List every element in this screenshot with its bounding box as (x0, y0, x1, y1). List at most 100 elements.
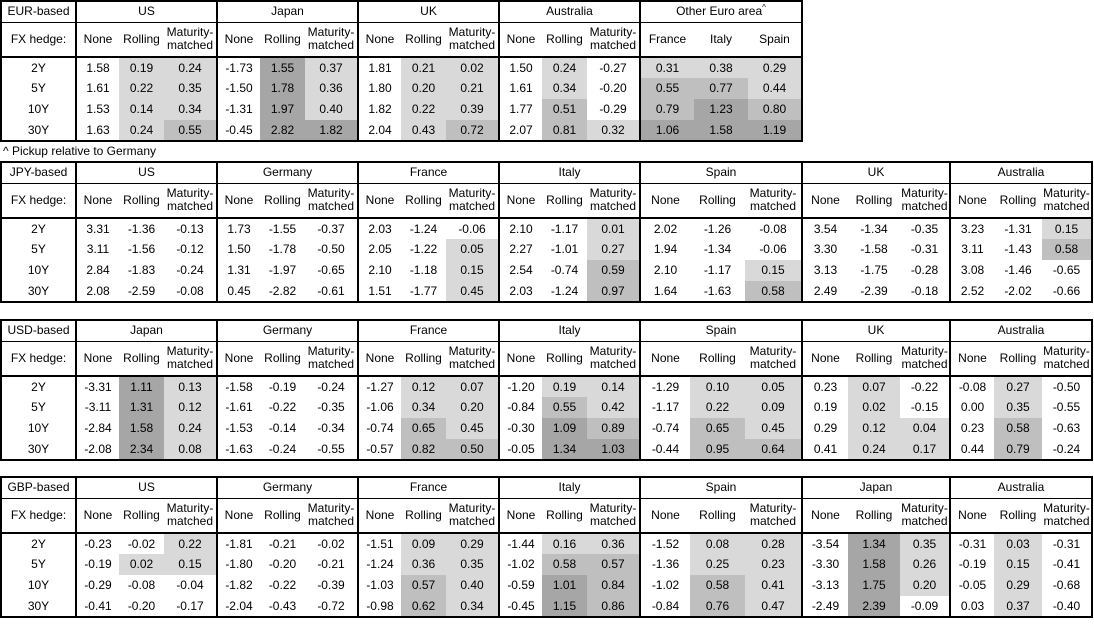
value-cell: -0.35 (317, 400, 345, 414)
col-header: Maturity-matched (900, 341, 950, 377)
value-cell: -0.31 (1052, 536, 1081, 551)
value-cell: 1.80 (357, 78, 401, 99)
value-cell: -0.19 (75, 554, 119, 575)
col-header: None (357, 183, 401, 219)
row-label: 30Y (27, 283, 50, 298)
value-cell: -0.13 (176, 221, 204, 236)
value-cell: -0.68 (1052, 578, 1081, 592)
data-table-eur: EUR-based US Japan UK Australia Other Euro ar… (0, 0, 803, 142)
country-header: UK (801, 320, 950, 342)
value-cell: 2.34 (119, 439, 164, 460)
col-header: Maturity-matched (446, 498, 499, 534)
value-cell: -1.02 (498, 554, 542, 575)
value-cell: 0.62 (401, 596, 446, 617)
value-cell: -1.17 (639, 397, 690, 418)
value-cell: 1.50 (216, 239, 260, 260)
value-cell: -1.36 (127, 221, 156, 236)
value-cell: -0.20 (268, 557, 297, 571)
value-cell: 1.23 (694, 99, 748, 120)
value-cell: 0.07 (446, 376, 499, 397)
value-cell: 0.65 (690, 418, 745, 439)
value-cell: 0.09 (745, 397, 802, 418)
col-header: None (639, 341, 690, 377)
value-cell: -1.02 (639, 575, 690, 596)
value-cell: 0.02 (848, 397, 900, 418)
value-cell: 0.19 (542, 376, 587, 397)
value-cell: 0.03 (994, 533, 1042, 554)
value-cell: -0.02 (127, 536, 156, 551)
row-label: 10Y (27, 578, 50, 592)
col-header: None (216, 183, 260, 219)
value-cell: 0.57 (587, 554, 640, 575)
value-cell: 2.03 (357, 218, 401, 239)
value-cell: -1.78 (268, 242, 297, 256)
value-cell: 3.11 (949, 239, 994, 260)
value-cell: 1.55 (260, 57, 305, 78)
value-cell: -1.17 (703, 263, 732, 277)
value-cell: -2.82 (268, 283, 297, 298)
country-header: Italy (498, 320, 640, 342)
value-cell: 2.10 (357, 260, 401, 281)
value-cell: 0.44 (748, 78, 802, 99)
col-header: Maturity-matched (587, 183, 640, 219)
value-cell: 0.86 (587, 596, 640, 617)
value-cell: -2.04 (216, 596, 260, 617)
value-cell: 1.51 (357, 281, 401, 302)
value-cell: 0.23 (949, 418, 994, 439)
value-cell: 2.49 (801, 281, 848, 302)
table-row: 2Y 3.31 -1.36 -0.13 1.73 -1.55 -0.37 2.03 -1.24 -… (1, 218, 1092, 239)
value-cell: 0.15 (1042, 218, 1092, 239)
value-cell: 2.02 (639, 218, 690, 239)
value-cell: 0.22 (401, 99, 446, 120)
value-cell: 0.40 (305, 99, 358, 120)
value-cell: -0.08 (127, 578, 156, 592)
value-cell: 0.41 (801, 439, 848, 460)
value-cell: 1.58 (75, 57, 119, 78)
value-cell: 0.09 (401, 533, 446, 554)
value-cell: 2.07 (498, 120, 542, 141)
value-cell: -1.61 (216, 397, 260, 418)
value-cell: -1.83 (127, 263, 156, 277)
value-cell: 3.13 (801, 260, 848, 281)
value-cell: 0.12 (848, 418, 900, 439)
col-header: None (949, 498, 994, 534)
value-cell: 1.61 (498, 78, 542, 99)
value-cell: -0.22 (268, 400, 297, 414)
value-cell: 0.45 (216, 281, 260, 302)
value-cell: 1.61 (75, 78, 119, 99)
value-cell: -0.34 (317, 421, 345, 435)
value-cell: -0.19 (949, 554, 994, 575)
value-cell: -0.84 (498, 397, 542, 418)
value-cell: -1.56 (127, 242, 156, 256)
value-cell: -1.73 (216, 57, 260, 78)
row-label: 2Y (31, 221, 46, 236)
value-cell: 0.34 (164, 99, 217, 120)
value-cell: 0.65 (401, 418, 446, 439)
value-cell: 0.19 (801, 397, 848, 418)
col-header: Maturity-matched (446, 341, 499, 377)
value-cell: -0.21 (317, 557, 345, 571)
value-cell: -0.57 (357, 439, 401, 460)
col-header: Spain (748, 22, 802, 58)
value-cell: 0.15 (994, 554, 1042, 575)
value-cell: -0.05 (949, 575, 994, 596)
value-cell: 2.52 (949, 281, 994, 302)
value-cell: 0.58 (745, 281, 802, 302)
table-title-eur: EUR-based (1, 1, 76, 23)
fx-hedge-label: FX hedge: (1, 498, 76, 534)
value-cell: 0.16 (542, 533, 587, 554)
value-cell: -1.17 (550, 221, 579, 236)
table-jpy-based: JPY-based US Germany France Italy Spain UK Aust… (0, 161, 1094, 303)
country-header: Italy (498, 162, 640, 184)
col-header: None (801, 183, 848, 219)
value-cell: -1.24 (409, 221, 438, 236)
value-cell: -1.82 (216, 575, 260, 596)
column-header-row: FX hedge: None Rolling Maturity-matched None… (1, 183, 1092, 219)
row-label: 10Y (27, 263, 50, 277)
value-cell: -0.06 (458, 221, 486, 236)
value-cell: 0.22 (690, 397, 745, 418)
value-cell: -1.77 (409, 283, 438, 298)
value-cell: 1.31 (216, 260, 260, 281)
table-title-jpy: JPY-based (1, 162, 76, 184)
value-cell: 0.41 (745, 575, 802, 596)
